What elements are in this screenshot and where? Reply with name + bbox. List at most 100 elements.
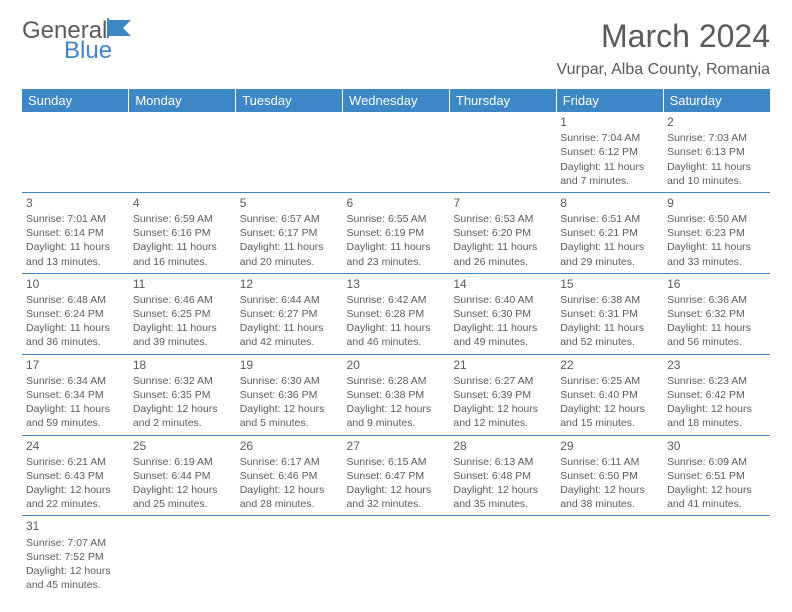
- sunset-text: Sunset: 6:51 PM: [667, 469, 766, 483]
- header: General Blue March 2024 Vurpar, Alba Cou…: [22, 18, 770, 79]
- day-number: 3: [26, 195, 125, 211]
- daylight-text: Daylight: 11 hours: [133, 240, 232, 254]
- daylight-text: Daylight: 12 hours: [560, 402, 659, 416]
- day-number: 19: [240, 357, 339, 373]
- sunrise-text: Sunrise: 6:57 AM: [240, 212, 339, 226]
- day-number: 9: [667, 195, 766, 211]
- sunset-text: Sunset: 6:19 PM: [347, 226, 446, 240]
- sunrise-text: Sunrise: 6:25 AM: [560, 374, 659, 388]
- day-cell: 16Sunrise: 6:36 AMSunset: 6:32 PMDayligh…: [663, 273, 770, 354]
- sunrise-text: Sunrise: 6:17 AM: [240, 455, 339, 469]
- daylight-text: Daylight: 12 hours: [347, 483, 446, 497]
- calendar-row: 3Sunrise: 7:01 AMSunset: 6:14 PMDaylight…: [22, 192, 770, 273]
- sunrise-text: Sunrise: 6:51 AM: [560, 212, 659, 226]
- day-cell: 2Sunrise: 7:03 AMSunset: 6:13 PMDaylight…: [663, 112, 770, 192]
- daylight-text: Daylight: 12 hours: [240, 402, 339, 416]
- day-header: Tuesday: [236, 89, 343, 112]
- day-number: 12: [240, 276, 339, 292]
- day-cell: 7Sunrise: 6:53 AMSunset: 6:20 PMDaylight…: [449, 192, 556, 273]
- day-number: 18: [133, 357, 232, 373]
- day-cell: 10Sunrise: 6:48 AMSunset: 6:24 PMDayligh…: [22, 273, 129, 354]
- daylight-text: and 33 minutes.: [667, 255, 766, 269]
- sunrise-text: Sunrise: 6:19 AM: [133, 455, 232, 469]
- sunset-text: Sunset: 6:17 PM: [240, 226, 339, 240]
- day-cell: 28Sunrise: 6:13 AMSunset: 6:48 PMDayligh…: [449, 435, 556, 516]
- day-cell: 11Sunrise: 6:46 AMSunset: 6:25 PMDayligh…: [129, 273, 236, 354]
- sunset-text: Sunset: 6:27 PM: [240, 307, 339, 321]
- daylight-text: Daylight: 11 hours: [347, 240, 446, 254]
- sunset-text: Sunset: 6:28 PM: [347, 307, 446, 321]
- day-header: Thursday: [449, 89, 556, 112]
- sunset-text: Sunset: 6:20 PM: [453, 226, 552, 240]
- daylight-text: and 20 minutes.: [240, 255, 339, 269]
- sunrise-text: Sunrise: 6:32 AM: [133, 374, 232, 388]
- sunrise-text: Sunrise: 6:28 AM: [347, 374, 446, 388]
- sunset-text: Sunset: 6:43 PM: [26, 469, 125, 483]
- sunset-text: Sunset: 6:13 PM: [667, 145, 766, 159]
- sunrise-text: Sunrise: 6:30 AM: [240, 374, 339, 388]
- sunset-text: Sunset: 6:46 PM: [240, 469, 339, 483]
- sunset-text: Sunset: 6:23 PM: [667, 226, 766, 240]
- day-cell: 8Sunrise: 6:51 AMSunset: 6:21 PMDaylight…: [556, 192, 663, 273]
- day-number: 16: [667, 276, 766, 292]
- daylight-text: Daylight: 12 hours: [347, 402, 446, 416]
- empty-cell: [22, 112, 129, 192]
- day-number: 26: [240, 438, 339, 454]
- day-cell: 19Sunrise: 6:30 AMSunset: 6:36 PMDayligh…: [236, 354, 343, 435]
- daylight-text: and 25 minutes.: [133, 497, 232, 511]
- sunrise-text: Sunrise: 6:23 AM: [667, 374, 766, 388]
- calendar-row: 17Sunrise: 6:34 AMSunset: 6:34 PMDayligh…: [22, 354, 770, 435]
- sunset-text: Sunset: 6:31 PM: [560, 307, 659, 321]
- day-number: 17: [26, 357, 125, 373]
- sunset-text: Sunset: 6:50 PM: [560, 469, 659, 483]
- empty-cell: [236, 112, 343, 192]
- sunrise-text: Sunrise: 6:48 AM: [26, 293, 125, 307]
- sunset-text: Sunset: 6:39 PM: [453, 388, 552, 402]
- daylight-text: and 15 minutes.: [560, 416, 659, 430]
- day-number: 20: [347, 357, 446, 373]
- daylight-text: and 26 minutes.: [453, 255, 552, 269]
- empty-cell: [129, 516, 236, 596]
- day-number: 30: [667, 438, 766, 454]
- daylight-text: and 42 minutes.: [240, 335, 339, 349]
- day-header: Wednesday: [343, 89, 450, 112]
- sunrise-text: Sunrise: 7:07 AM: [26, 536, 125, 550]
- sunrise-text: Sunrise: 6:55 AM: [347, 212, 446, 226]
- location-text: Vurpar, Alba County, Romania: [557, 61, 770, 79]
- daylight-text: and 9 minutes.: [347, 416, 446, 430]
- day-cell: 14Sunrise: 6:40 AMSunset: 6:30 PMDayligh…: [449, 273, 556, 354]
- sunset-text: Sunset: 6:24 PM: [26, 307, 125, 321]
- day-cell: 24Sunrise: 6:21 AMSunset: 6:43 PMDayligh…: [22, 435, 129, 516]
- daylight-text: and 13 minutes.: [26, 255, 125, 269]
- day-number: 13: [347, 276, 446, 292]
- day-cell: 25Sunrise: 6:19 AMSunset: 6:44 PMDayligh…: [129, 435, 236, 516]
- sunset-text: Sunset: 6:35 PM: [133, 388, 232, 402]
- day-cell: 5Sunrise: 6:57 AMSunset: 6:17 PMDaylight…: [236, 192, 343, 273]
- day-header-row: SundayMondayTuesdayWednesdayThursdayFrid…: [22, 89, 770, 112]
- day-cell: 20Sunrise: 6:28 AMSunset: 6:38 PMDayligh…: [343, 354, 450, 435]
- empty-cell: [129, 112, 236, 192]
- daylight-text: and 18 minutes.: [667, 416, 766, 430]
- page-title: March 2024: [557, 18, 770, 55]
- day-cell: 12Sunrise: 6:44 AMSunset: 6:27 PMDayligh…: [236, 273, 343, 354]
- daylight-text: Daylight: 12 hours: [133, 483, 232, 497]
- sunset-text: Sunset: 6:38 PM: [347, 388, 446, 402]
- day-number: 29: [560, 438, 659, 454]
- sunset-text: Sunset: 6:40 PM: [560, 388, 659, 402]
- day-header: Friday: [556, 89, 663, 112]
- empty-cell: [343, 112, 450, 192]
- daylight-text: and 39 minutes.: [133, 335, 232, 349]
- daylight-text: and 23 minutes.: [347, 255, 446, 269]
- empty-cell: [663, 516, 770, 596]
- sunset-text: Sunset: 6:16 PM: [133, 226, 232, 240]
- daylight-text: Daylight: 11 hours: [667, 240, 766, 254]
- daylight-text: and 5 minutes.: [240, 416, 339, 430]
- daylight-text: Daylight: 12 hours: [667, 402, 766, 416]
- empty-cell: [343, 516, 450, 596]
- calendar-row: 10Sunrise: 6:48 AMSunset: 6:24 PMDayligh…: [22, 273, 770, 354]
- empty-cell: [236, 516, 343, 596]
- sunset-text: Sunset: 6:48 PM: [453, 469, 552, 483]
- daylight-text: Daylight: 11 hours: [453, 240, 552, 254]
- day-cell: 21Sunrise: 6:27 AMSunset: 6:39 PMDayligh…: [449, 354, 556, 435]
- day-number: 4: [133, 195, 232, 211]
